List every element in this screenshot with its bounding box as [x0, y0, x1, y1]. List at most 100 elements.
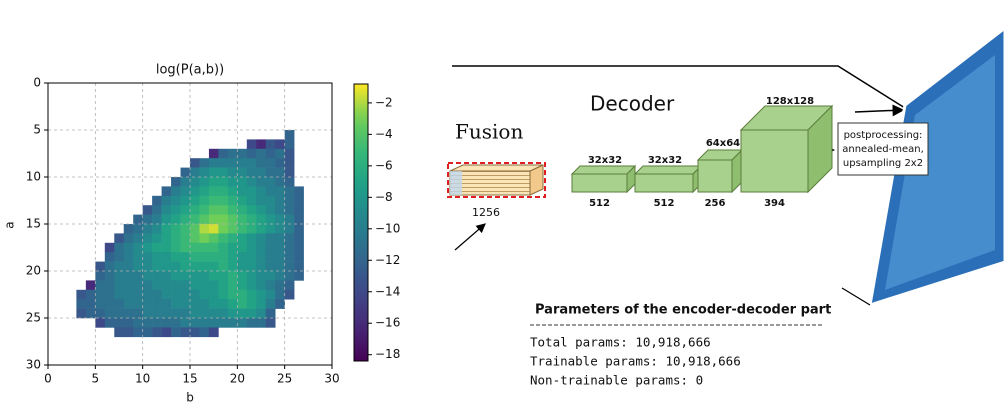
heatmap-cell — [208, 224, 219, 234]
heatmap-cell — [152, 242, 162, 253]
heatmap-cell — [76, 308, 87, 319]
heatmap-cell — [275, 158, 285, 168]
heatmap-cell — [284, 214, 295, 225]
colorbar-tick-label: −2 — [375, 95, 393, 109]
heatmap-cell — [133, 224, 143, 234]
heatmap-cell — [199, 327, 210, 338]
heatmap-cell — [142, 308, 153, 319]
heatmap-cell — [123, 252, 134, 262]
heatmap-cell — [133, 271, 143, 281]
heatmap-cell — [237, 242, 248, 253]
heatmap-cell — [256, 289, 267, 300]
heatmap-cell — [95, 280, 106, 291]
heatmap-cell — [161, 224, 172, 234]
heatmap-cell — [246, 299, 257, 309]
heatmap-cell — [284, 148, 295, 159]
heatmap-cell — [180, 318, 191, 328]
heatmap-cell — [199, 252, 210, 262]
heatmap-cell — [190, 327, 200, 338]
heatmap-cell — [171, 261, 181, 272]
heatmap-cell — [190, 186, 200, 197]
heatmap-cell — [227, 186, 238, 197]
heatmap-cell — [218, 177, 229, 187]
heatmap-chart: log(P(a,b)) b a 0 5 10 15 20 25 30051015202530… — [3, 63, 401, 404]
heatmap-cell — [76, 289, 87, 300]
heatmap-cell — [256, 195, 267, 206]
heatmap-cell — [265, 261, 276, 272]
heatmap-cell — [265, 233, 276, 244]
heatmap-cell — [208, 195, 219, 206]
heatmap-cell — [180, 299, 191, 309]
heatmap-cell — [208, 177, 219, 187]
heatmap-cell — [227, 148, 238, 159]
heatmap-cell — [218, 214, 229, 225]
heatmap-cell — [142, 252, 153, 262]
heatmap-cell — [152, 280, 162, 291]
heatmap-cell — [114, 280, 125, 291]
heatmap-cell — [180, 252, 191, 262]
heatmap-cell — [256, 318, 267, 328]
postprocessing-box — [837, 122, 929, 176]
heatmap-cell — [114, 308, 125, 319]
heatmap-cell — [190, 280, 200, 291]
heatmap-cell — [284, 242, 295, 253]
heatmap-cell — [275, 233, 285, 244]
heatmap-cell — [246, 158, 257, 168]
heatmap-cell — [208, 214, 219, 225]
heatmap-cell — [114, 252, 125, 262]
x-axis-label: b — [186, 391, 194, 404]
heatmap-cell — [237, 177, 248, 187]
heatmap-cell — [218, 195, 229, 206]
heatmap-cell — [237, 214, 248, 225]
heatmap-cell — [246, 289, 257, 300]
heatmap-cell — [123, 224, 134, 234]
heatmap-cell — [265, 148, 276, 159]
heatmap-cell — [237, 158, 248, 168]
heatmap-cell — [180, 177, 191, 187]
heatmap-cell — [152, 318, 162, 328]
heatmap-cell — [199, 289, 210, 300]
layer-resolution: 32x32 — [648, 155, 682, 166]
heatmap-cell — [114, 233, 125, 244]
heatmap-cell — [284, 130, 295, 140]
y-tick-label: 25 — [26, 311, 41, 325]
heatmap-cell — [199, 214, 210, 225]
heatmap-cell — [190, 195, 200, 206]
y-tick-label: 0 — [33, 76, 41, 90]
heatmap-cell — [294, 224, 304, 234]
heatmap-cell — [95, 318, 106, 328]
fusion-title: Fusion — [455, 120, 523, 144]
heatmap-cell — [199, 224, 210, 234]
heatmap-cell — [227, 318, 238, 328]
heatmap-cell — [275, 186, 285, 197]
x-tick-label: 15 — [182, 372, 197, 386]
heatmap-cell — [161, 327, 172, 338]
heatmap-cell — [104, 289, 115, 300]
heatmap-cell — [190, 271, 200, 281]
heatmap-cell — [265, 205, 276, 215]
heatmap-cell — [133, 308, 143, 319]
heatmap-cell — [85, 289, 96, 300]
heatmap-cell — [227, 177, 238, 187]
heatmap-cell — [180, 186, 191, 197]
heatmap-cell — [171, 308, 181, 319]
heatmap-cell — [256, 299, 267, 309]
heatmap-cell — [123, 280, 134, 291]
heatmap-cell — [265, 280, 276, 291]
heatmap-cell — [256, 224, 267, 234]
cube-front — [634, 173, 694, 193]
heatmap-cell — [246, 318, 257, 328]
heatmap-cell — [246, 139, 257, 150]
heatmap-cell — [190, 214, 200, 225]
heatmap-cell — [218, 158, 229, 168]
heatmap-cell — [152, 261, 162, 272]
heatmap-cell — [199, 195, 210, 206]
heatmap-cell — [171, 177, 181, 187]
cube-front — [697, 159, 733, 193]
heatmap-cell — [284, 233, 295, 244]
decoder-layer: 32x32 512 — [633, 155, 703, 209]
heatmap-cell — [275, 148, 285, 159]
heatmap-cell — [294, 271, 304, 281]
heatmap-cell — [152, 308, 162, 319]
heatmap-cell — [199, 308, 210, 319]
